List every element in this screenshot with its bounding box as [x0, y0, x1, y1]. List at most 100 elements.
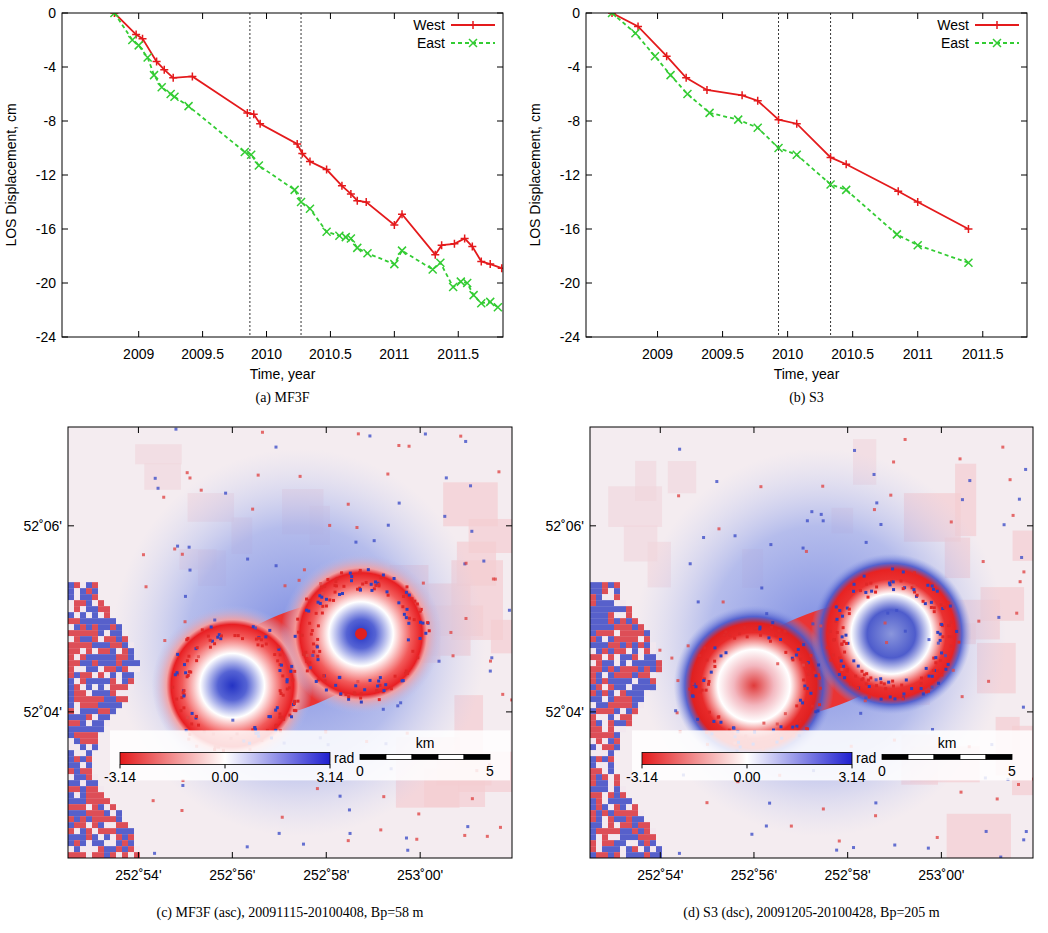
noise: [68, 600, 74, 606]
noise: [626, 630, 632, 636]
speckle: [416, 656, 419, 659]
noise: [608, 684, 614, 690]
noise: [122, 822, 128, 828]
noise: [68, 744, 74, 750]
speckle: [904, 438, 907, 441]
noise: [92, 618, 98, 624]
noise: [86, 750, 92, 756]
speckle: [307, 610, 310, 613]
noise: [596, 798, 602, 804]
speckle: [832, 654, 835, 657]
speckle: [445, 476, 448, 479]
noise: [644, 690, 650, 696]
speckle: [713, 646, 716, 649]
noise: [122, 690, 128, 696]
noise: [92, 816, 98, 822]
noise: [656, 666, 662, 672]
speckle: [689, 562, 692, 565]
speckle: [463, 834, 466, 837]
marker: [185, 102, 193, 110]
noise: [596, 666, 602, 672]
noise: [608, 636, 614, 642]
noise: [596, 780, 602, 786]
speckle: [948, 624, 951, 627]
speckle: [702, 679, 705, 682]
speckle: [835, 605, 838, 608]
noise: [92, 606, 98, 612]
noise: [638, 642, 644, 648]
noise: [620, 786, 626, 792]
noise: [68, 588, 74, 594]
speckle: [857, 665, 860, 668]
x-tick-label: 2011: [903, 346, 933, 362]
marker: [734, 116, 742, 124]
marker: [703, 86, 711, 94]
noise: [128, 648, 134, 654]
noise: [128, 684, 134, 690]
speckle: [947, 601, 950, 604]
speckle: [323, 585, 326, 588]
speckle: [286, 680, 289, 683]
speckle: [142, 553, 145, 556]
speckle: [290, 715, 293, 718]
noise: [638, 666, 644, 672]
speckle: [856, 686, 859, 689]
noise: [590, 678, 596, 684]
noise: [110, 846, 116, 852]
speckle: [152, 799, 155, 802]
noise: [98, 684, 104, 690]
noise: [632, 690, 638, 696]
event-line: [249, 13, 250, 337]
marker: [158, 83, 166, 91]
noise: [602, 678, 608, 684]
x-tick: [722, 331, 723, 337]
noise: [86, 594, 92, 600]
speckle: [188, 476, 191, 479]
noise: [68, 672, 74, 678]
x-tick: [458, 331, 459, 337]
noise: [104, 630, 110, 636]
speckle: [817, 663, 820, 666]
speckle: [948, 635, 951, 638]
colorbar-label: rad: [334, 750, 354, 766]
y-tick: [1021, 67, 1027, 68]
speckle: [334, 684, 337, 687]
noise: [74, 756, 80, 762]
speckle: [321, 592, 324, 595]
noise: [110, 816, 116, 822]
x-tick: [660, 852, 661, 858]
noise: [86, 774, 92, 780]
noise: [608, 834, 614, 840]
speckle: [864, 696, 867, 699]
scale-bar: [464, 754, 490, 759]
noise: [602, 612, 608, 618]
speckle: [417, 812, 420, 815]
noise: [86, 612, 92, 618]
texture: [144, 463, 181, 490]
speckle: [394, 675, 397, 678]
noise: [74, 768, 80, 774]
speckle: [939, 639, 942, 642]
noise: [68, 702, 74, 708]
marker: [486, 298, 494, 306]
speckle: [961, 498, 964, 501]
speckle: [759, 634, 762, 637]
marker: [608, 13, 616, 17]
x-tick-label: 2011.5: [437, 346, 479, 362]
texture: [491, 620, 512, 654]
speckle: [803, 685, 806, 688]
speckle: [780, 725, 783, 728]
noise: [116, 624, 122, 630]
noise: [590, 816, 596, 822]
speckle: [184, 671, 187, 674]
x-tick: [232, 427, 233, 433]
speckle: [822, 807, 825, 810]
noise: [116, 810, 122, 816]
speckle: [801, 701, 804, 704]
scale-bar: [934, 754, 960, 759]
noise: [74, 744, 80, 750]
speckle: [397, 444, 400, 447]
speckle: [174, 673, 177, 676]
noise: [614, 732, 620, 738]
noise: [68, 642, 74, 648]
